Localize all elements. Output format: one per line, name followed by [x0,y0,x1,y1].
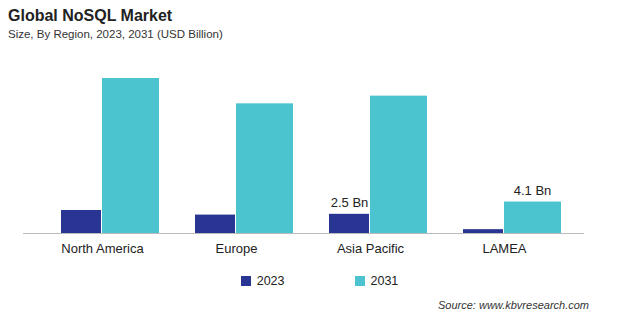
svg-text:LAMEA: LAMEA [482,241,526,256]
html-text:Size, By Region, 2023, 2031 (U: Size, By Region, 2023, 2031 (USD Billion… [8,28,223,40]
html-text:Source: www.kbvresearch.com: Source: www.kbvresearch.com [438,299,589,311]
svg-text:Asia Pacific: Asia Pacific [337,241,405,256]
html-text:Global NoSQL Market: Global NoSQL Market [8,7,173,24]
html-text:2023: 2023 [256,274,285,288]
svg-text:Europe: Europe [216,241,258,256]
html-text:2031: 2031 [370,274,399,288]
svg-text:2.5 Bn: 2.5 Bn [331,195,369,210]
svg-text:4.1 Bn: 4.1 Bn [514,183,552,198]
svg-text:North America: North America [61,241,144,256]
